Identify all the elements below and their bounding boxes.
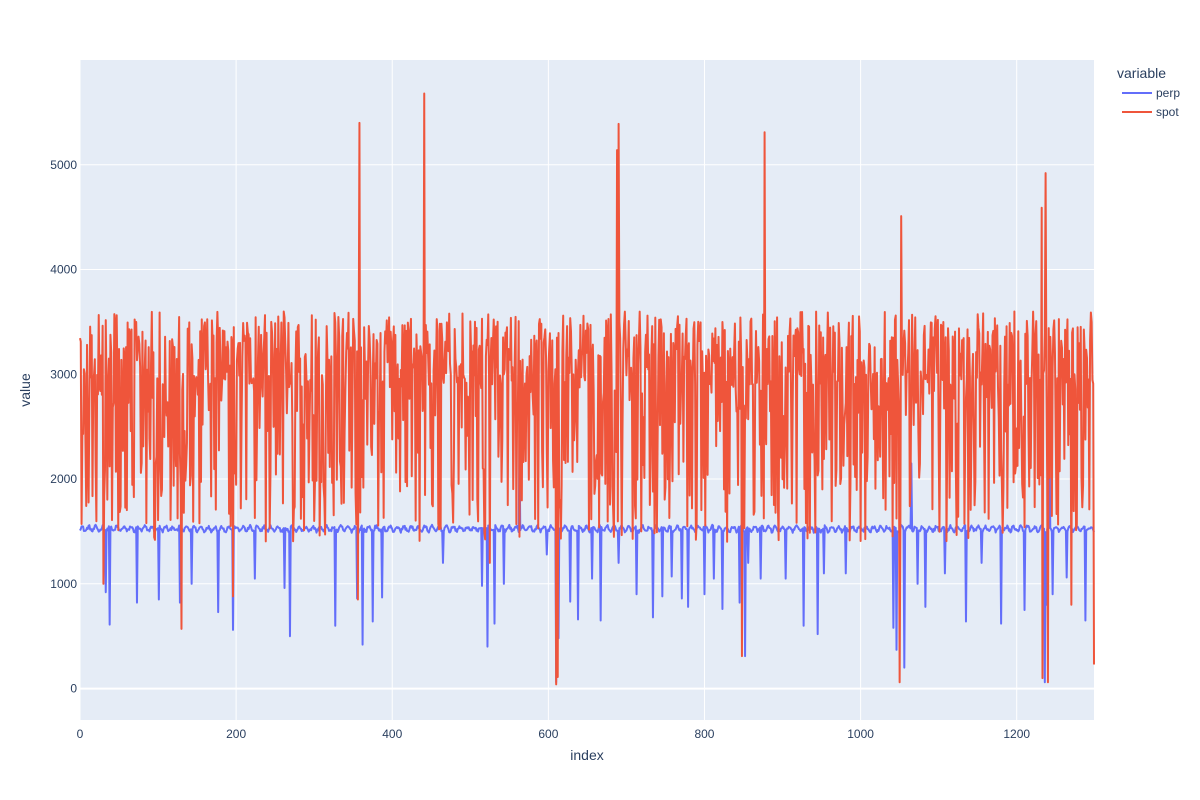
series-line-perp[interactable] <box>79 438 1095 684</box>
x-tick-label: 200 <box>226 727 246 741</box>
plot-area <box>80 60 1094 720</box>
x-tick-label: 0 <box>77 727 84 741</box>
series-line-spot[interactable] <box>79 92 1095 686</box>
legend-label-spot: spot <box>1156 105 1179 119</box>
x-axis-title: index <box>570 747 603 763</box>
y-tick-label: 0 <box>70 682 77 696</box>
y-tick-label: 1000 <box>50 577 77 591</box>
series-layer <box>79 92 1095 686</box>
y-tick-label: 3000 <box>50 367 77 381</box>
x-tick-label: 1200 <box>1003 727 1030 741</box>
x-tick-label: 1000 <box>847 727 874 741</box>
y-axis-title: value <box>17 373 33 407</box>
legend[interactable]: variable perp spot <box>1117 65 1180 119</box>
y-tick-label: 5000 <box>50 158 77 172</box>
y-axis-ticks: 0 1000 2000 3000 4000 5000 <box>50 158 77 696</box>
y-tick-label: 2000 <box>50 472 77 486</box>
legend-item-spot[interactable]: spot <box>1122 105 1179 119</box>
x-tick-label: 800 <box>694 727 714 741</box>
x-tick-label: 400 <box>382 727 402 741</box>
x-tick-label: 600 <box>538 727 558 741</box>
legend-item-perp[interactable]: perp <box>1122 86 1180 100</box>
y-tick-label: 4000 <box>50 263 77 277</box>
x-axis-ticks: 0 200 400 600 800 1000 1200 <box>77 727 1031 741</box>
legend-title: variable <box>1117 65 1166 81</box>
legend-label-perp: perp <box>1156 86 1180 100</box>
